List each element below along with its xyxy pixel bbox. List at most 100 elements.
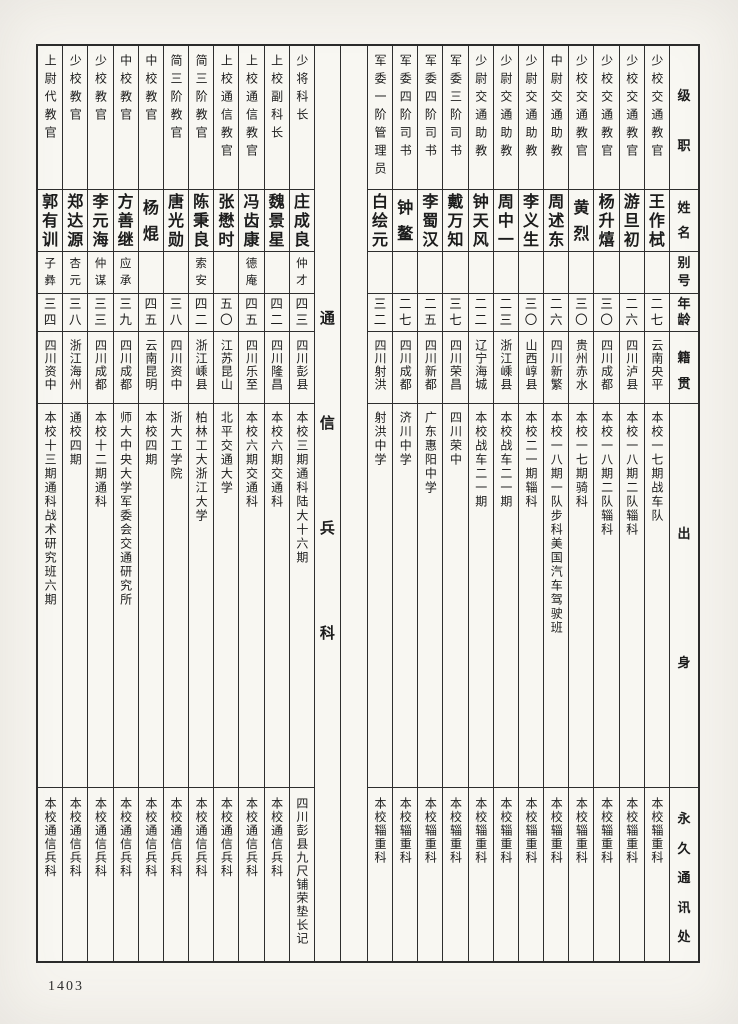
cell-name: 钟天风 [468, 189, 493, 251]
person-column: 少校交通教官杨升熺三〇四川成都 本校一八期二队辎科 本校辎重科 [593, 46, 619, 961]
cell-native: 四川泸县 [619, 330, 644, 404]
cell-name: 白绘元 [367, 189, 393, 251]
cell-native: 浙江嵊县 [493, 330, 518, 404]
cell-rank: 中校教官 [118, 54, 133, 126]
cell-alias: 仲谋 [88, 251, 113, 293]
cell-native: 浙江海州 [63, 330, 88, 404]
cell-address: 本校通信兵科 [113, 786, 138, 961]
cell-address: 本校通信兵科 [63, 786, 88, 961]
cell-name: 黄烈 [569, 189, 594, 251]
cell-age: 四二 [189, 292, 214, 331]
table-header-column: 级职姓名别号年龄籍贯出身永久通讯处 [669, 46, 698, 961]
cell-age: 三八 [63, 292, 88, 331]
cell-origin: 通校四期 [63, 403, 88, 786]
cell-origin: 本校六期交通科 [239, 403, 264, 786]
cell-native: 云南昆明 [138, 330, 163, 404]
cell-native: 辽宁海城 [468, 330, 493, 404]
cell-alias [569, 251, 594, 293]
cell-origin: 本校十二期通科 [88, 403, 113, 786]
cell-origin: 本校二一期辎科 [518, 403, 544, 786]
cell-rank: 军委四阶司书 [423, 54, 438, 162]
cell-origin: 四川荣中 [443, 403, 468, 786]
cell-address: 本校辎重科 [518, 786, 544, 961]
cell-rank: 少校交通教官 [624, 54, 639, 162]
cell-native: 云南央平 [644, 330, 669, 404]
cell-name: 郑达源 [63, 189, 88, 251]
cell-name: 李蜀汉 [418, 189, 443, 251]
person-column: 上校通信教官冯齿康德庵四五四川乐至 本校六期交通科 本校通信兵科 [238, 46, 264, 961]
header-age: 年龄 [670, 292, 698, 331]
cell-origin: 本校一七期战车队 [644, 403, 669, 786]
cell-native: 四川成都 [88, 330, 113, 404]
cell-rank: 军委三阶司书 [448, 54, 463, 162]
header-alias: 别号 [670, 251, 698, 293]
person-column: 上校副科长魏景星四二四川隆昌 本校六期交通科 本校通信兵科 [263, 46, 289, 961]
cell-address: 本校通信兵科 [88, 786, 113, 961]
cell-age: 五〇 [214, 292, 239, 331]
cell-rank: 上校通信教官 [244, 54, 259, 162]
cell-age: 二七 [644, 292, 669, 331]
cell-rank: 简三阶教官 [168, 54, 183, 144]
person-column: 上校通信教官张懋时五〇江苏昆山 北平交通大学 本校通信兵科 [213, 46, 239, 961]
cell-name: 郭有训 [38, 189, 63, 251]
person-column: 少校交通教官黄烈三〇贵州赤水 本校一七期骑科 本校辎重科 [568, 46, 594, 961]
cell-alias: 子彝 [38, 251, 63, 293]
cell-address: 本校辎重科 [544, 786, 569, 961]
cell-age: 三〇 [569, 292, 594, 331]
cell-rank: 少尉交通助教 [524, 54, 539, 162]
cell-name: 李元海 [88, 189, 113, 251]
cell-rank: 少校交通教官 [574, 54, 589, 162]
divider-empty-column [339, 46, 367, 961]
cell-alias [594, 251, 619, 293]
cell-native: 四川乐至 [239, 330, 264, 404]
person-column: 中校教官杨焜四五云南昆明 本校四期 本校通信兵科 [137, 46, 163, 961]
section-title: 通信兵科 [319, 309, 335, 642]
cell-origin: 北平交通大学 [214, 403, 239, 786]
cell-age: 三七 [443, 292, 468, 331]
cell-rank: 上尉代教官 [43, 54, 58, 144]
cell-native: 浙江嵊县 [189, 330, 214, 404]
cell-rank: 少尉交通助教 [498, 54, 513, 162]
cell-alias [544, 251, 569, 293]
cell-rank: 少校教官 [68, 54, 83, 126]
cell-name: 钟鳌 [393, 189, 418, 251]
cell-rank: 军委一阶管理员 [373, 54, 388, 180]
person-column: 少校教官李元海仲谋三三四川成都 本校十二期通科 本校通信兵科 [87, 46, 113, 961]
cell-alias [518, 251, 544, 293]
cell-name: 杨升熺 [594, 189, 619, 251]
cell-rank: 少校交通教官 [599, 54, 614, 162]
person-column: 军委四阶司书钟鳌二七四川成都 济川中学 本校辎重科 [392, 46, 418, 961]
cell-rank: 少尉交通助教 [473, 54, 488, 162]
person-column: 军委四阶司书李蜀汉二五四川新都 广东惠阳中学 本校辎重科 [417, 46, 443, 961]
cell-address: 本校通信兵科 [163, 786, 189, 961]
cell-alias [138, 251, 163, 293]
cell-age: 四五 [138, 292, 163, 331]
person-column: 少尉交通助教李义生三〇山西崞县 本校二一期辎科 本校辎重科 [517, 46, 544, 961]
cell-origin: 浙大工学院 [163, 403, 189, 786]
person-column: 上尉代教官郭有训子彝三四四川资中 本校十三期通科战术研究班六期 本校通信兵科 [38, 46, 63, 961]
cell-name: 周述东 [544, 189, 569, 251]
person-column: 军委一阶管理员白绘元三二四川射洪 射洪中学 本校辎重科 [366, 46, 393, 961]
cell-name: 张懋时 [214, 189, 239, 251]
cell-age: 三四 [38, 292, 63, 331]
person-column: 少将科长庄成良仲才四三四川彭县 本校三期通科陆大十六期 四川彭县九尺铺荣垫长记 [288, 46, 314, 961]
cell-address: 本校辎重科 [443, 786, 468, 961]
cell-age: 三〇 [594, 292, 619, 331]
person-column: 军委三阶司书戴万知三七四川荣昌 四川荣中 本校辎重科 [442, 46, 468, 961]
cell-rank: 中校教官 [143, 54, 158, 126]
person-column: 简三阶教官唐光勋三八四川资中 浙大工学院 本校通信兵科 [162, 46, 189, 961]
cell-native: 四川新繁 [544, 330, 569, 404]
cell-origin: 本校六期交通科 [264, 403, 289, 786]
cell-alias [619, 251, 644, 293]
cell-alias: 仲才 [289, 251, 314, 293]
cell-alias [468, 251, 493, 293]
cell-alias [264, 251, 289, 293]
cell-alias [393, 251, 418, 293]
cell-address: 四川彭县九尺铺荣垫长记 [289, 786, 314, 961]
cell-address: 本校辎重科 [367, 786, 393, 961]
page-number: 1403 [48, 979, 84, 994]
cell-age: 二三 [493, 292, 518, 331]
cell-name: 魏景星 [264, 189, 289, 251]
cell-native: 四川成都 [113, 330, 138, 404]
cell-rank: 简三阶教官 [194, 54, 209, 144]
